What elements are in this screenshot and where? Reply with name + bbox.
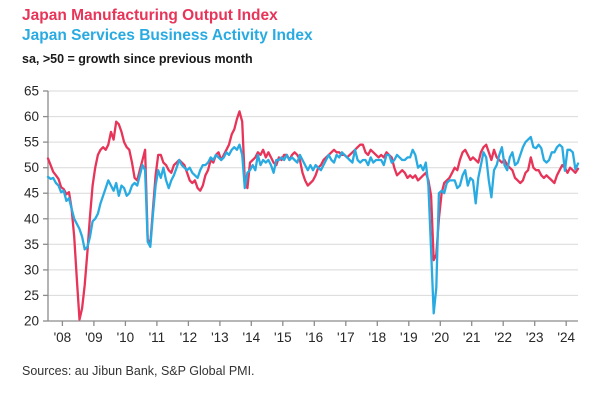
source-note: Sources: au Jibun Bank, S&P Global PMI. [22,364,255,378]
x-tick-label: '23 [526,330,544,345]
manufacturing-line [46,110,580,321]
x-tick-label: '18 [369,330,387,345]
services-line [46,135,580,315]
x-tick-label: '17 [337,330,355,345]
x-tick-label: '11 [149,330,166,345]
y-tick-label: 35 [24,237,39,252]
x-tick-label: '24 [557,330,575,345]
x-tick-label: '13 [211,330,229,345]
x-tick-label: '08 [54,330,72,345]
x-tick-label: '22 [494,330,512,345]
y-tick-label: 25 [24,288,39,303]
y-tick-label: 45 [24,186,39,201]
y-tick-label: 60 [24,109,39,124]
y-tick-label: 65 [24,84,39,99]
x-tick-label: '09 [85,330,103,345]
x-tick-label: '20 [432,330,450,345]
y-tick-label: 30 [24,262,39,277]
x-tick-label: '14 [243,330,261,345]
x-tick-label: '12 [180,330,198,345]
x-tick-label: '21 [463,330,481,345]
pmi-chart: 20 25 30 35 40 45 50 55 60 65 '08 '09 '10 '11 '12 '13 '1… [24,84,580,345]
y-tick-label: 20 [24,314,39,329]
x-tick-label: '19 [400,330,418,345]
x-tick-label: '15 [274,330,292,345]
chart-title-services: Japan Services Business Activity Index [22,27,313,44]
chart-title-manufacturing: Japan Manufacturing Output Index [22,7,278,24]
y-tick-label: 55 [24,135,39,150]
chart-subtitle: sa, >50 = growth since previous month [22,52,253,66]
chart-header: Japan Manufacturing Output Index Japan S… [22,6,313,66]
y-tick-label: 40 [24,211,39,226]
x-tick-label: '10 [117,330,135,345]
y-tick-label: 50 [24,160,39,175]
x-tick-label: '16 [306,330,324,345]
